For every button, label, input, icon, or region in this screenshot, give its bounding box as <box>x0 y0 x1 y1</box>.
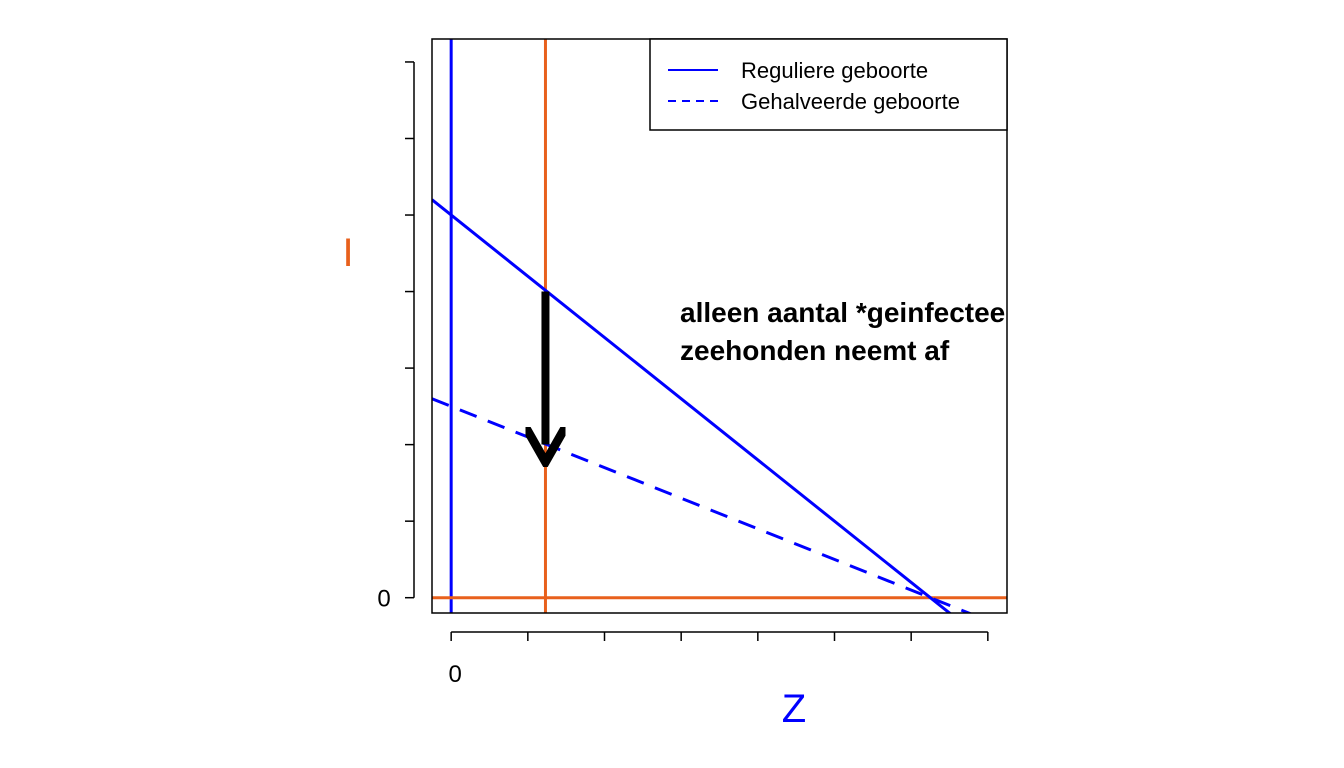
series-line-1 <box>432 397 973 613</box>
annotation-group: alleen aantal *geinfecteerde zeehonden ne… <box>680 297 1049 366</box>
legend-label-0: Reguliere geboorte <box>741 58 928 83</box>
y-tick-label-0: 0 <box>377 586 390 613</box>
plot-area <box>432 39 1007 613</box>
y-axis-title: I <box>342 231 353 275</box>
annotation-line-1: zeehonden neemt af <box>680 335 950 366</box>
legend-box <box>649 38 1008 131</box>
legend-label-1: Gehalveerde geboorte <box>741 89 960 114</box>
legend: Reguliere geboorte Gehalveerde geboorte <box>649 38 1008 131</box>
annotation-line-0: alleen aantal *geinfecteerde <box>680 297 1049 328</box>
annotation: alleen aantal *geinfecteerde zeehonden ne… <box>680 297 1049 366</box>
x-tick-label-0: 0 <box>448 661 461 688</box>
x-axis-title: Z <box>782 687 806 731</box>
series-line-0 <box>432 198 952 613</box>
